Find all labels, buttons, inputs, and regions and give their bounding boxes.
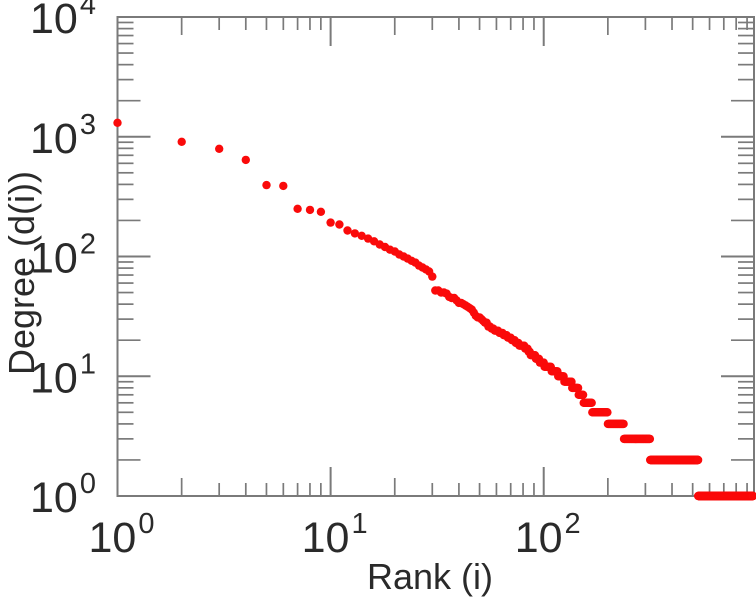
y-axis-title: Degree (d(i)) <box>1 170 42 376</box>
x-tick-label-10e2: 102 <box>515 508 581 562</box>
x-axis-title: Rank (i) <box>366 556 494 597</box>
axis-ticks <box>116 16 754 497</box>
y-tick-label-10e4: 104 <box>30 0 96 43</box>
y-tick-label-10e2: 102 <box>30 229 96 283</box>
y-tick-label-10e3: 103 <box>30 109 96 163</box>
data-points <box>113 118 756 501</box>
x-tick-label-10e1: 101 <box>302 508 368 562</box>
x-tick-label-10e0: 100 <box>89 508 155 562</box>
plot-frame <box>116 16 755 497</box>
tick-labels: 100 101 102 103 104 100 101 102 <box>30 0 581 562</box>
y-tick-label-10e1: 101 <box>30 348 96 402</box>
y-tick-label-10e0: 100 <box>30 468 96 522</box>
